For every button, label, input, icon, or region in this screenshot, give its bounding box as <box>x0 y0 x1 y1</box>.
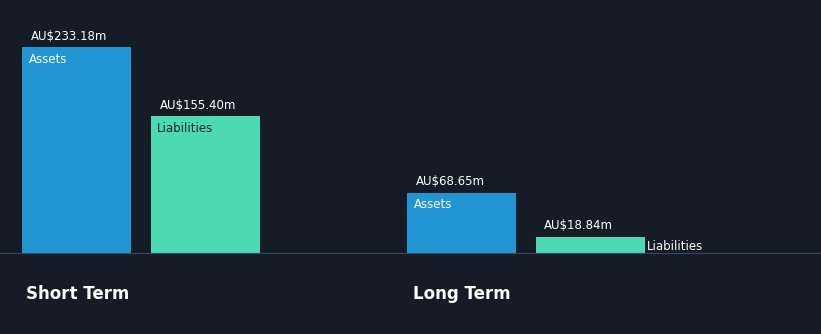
Text: AU$233.18m: AU$233.18m <box>31 30 108 43</box>
Text: Short Term: Short Term <box>25 285 129 303</box>
Bar <box>151 116 259 254</box>
Text: AU$18.84m: AU$18.84m <box>544 219 613 232</box>
Bar <box>407 193 516 254</box>
Text: Liabilities: Liabilities <box>158 122 213 135</box>
Text: Liabilities: Liabilities <box>647 240 703 253</box>
Bar <box>22 47 131 254</box>
Text: Assets: Assets <box>29 53 67 66</box>
Text: AU$155.40m: AU$155.40m <box>159 99 236 112</box>
Bar <box>535 237 644 254</box>
Text: Long Term: Long Term <box>413 285 511 303</box>
Text: Assets: Assets <box>414 198 452 211</box>
Text: AU$68.65m: AU$68.65m <box>416 175 485 188</box>
